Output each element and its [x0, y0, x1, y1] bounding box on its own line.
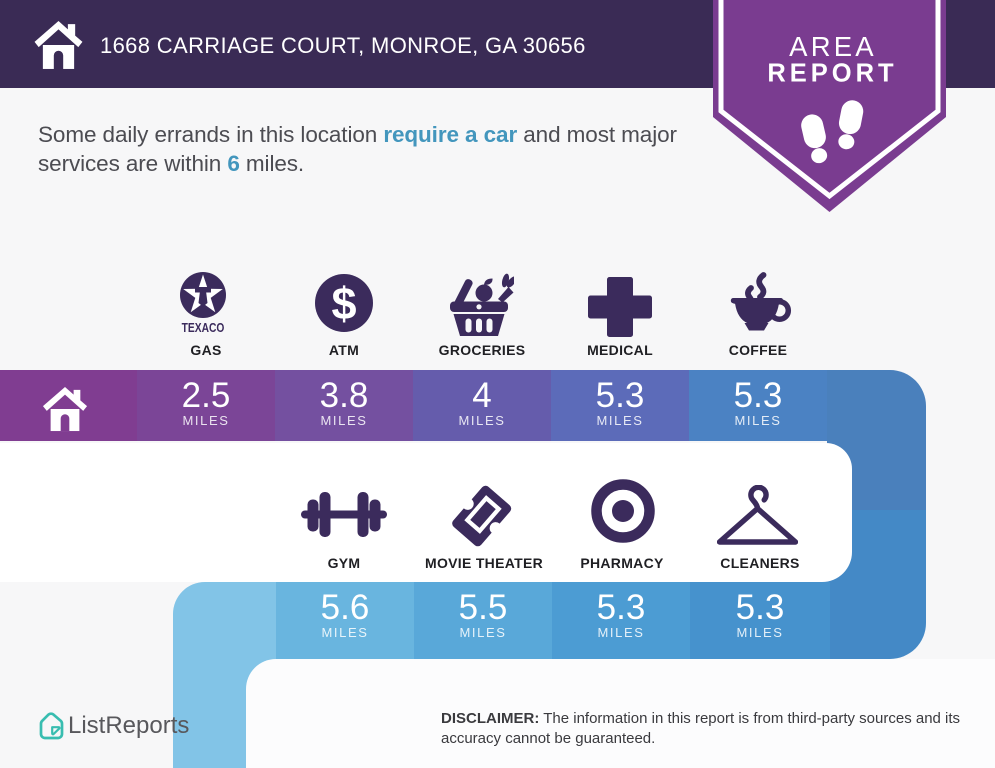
svg-text:$: $	[331, 278, 356, 329]
svg-text:TEXACO: TEXACO	[182, 322, 225, 334]
svg-text:REPORT: REPORT	[767, 60, 897, 88]
svg-text:AREA: AREA	[789, 31, 877, 62]
